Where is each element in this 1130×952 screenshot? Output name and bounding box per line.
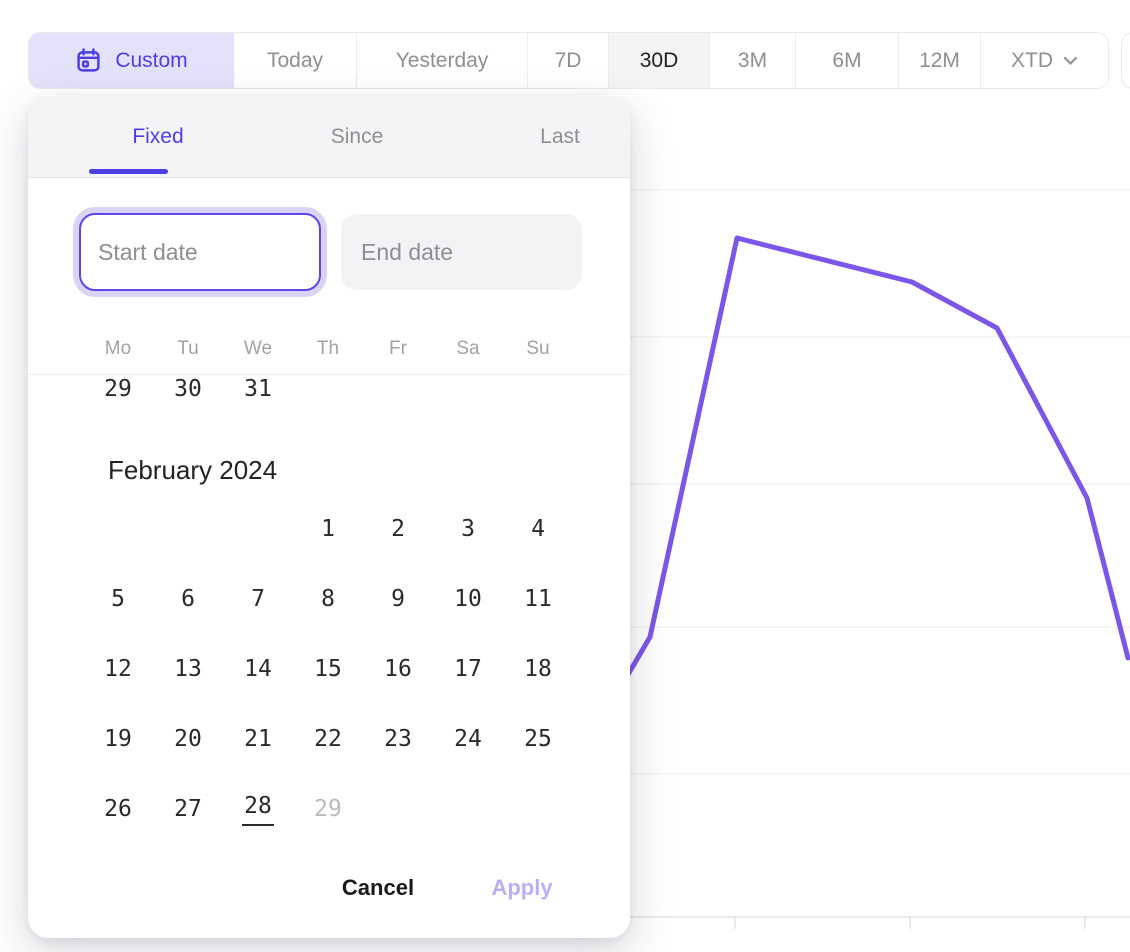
start-date-placeholder: Start date [98,238,198,265]
range-button-yesterday[interactable]: Yesterday [357,33,528,88]
calendar-day-8[interactable]: 8 [321,586,335,612]
calendar-day-7[interactable]: 7 [251,586,265,612]
range-button-label: Yesterday [395,48,489,72]
calendar-empty-cell [83,494,153,564]
picker-tabs-header: Fixed Since Last [28,97,630,178]
active-tab-underline [89,169,168,174]
calendar-day-prev-31[interactable]: 31 [244,376,272,402]
calendar-day-9[interactable]: 9 [391,586,405,612]
calendar-day-22[interactable]: 22 [314,726,342,752]
range-button-label: 30D [639,48,679,72]
calendar-day-26[interactable]: 26 [104,796,132,822]
range-button-7d[interactable]: 7D [528,33,609,88]
start-date-input[interactable]: Start date [79,213,321,291]
range-button-xtd[interactable]: XTD [981,33,1108,88]
tab-since[interactable]: Since [330,125,384,148]
calendar-day-4[interactable]: 4 [531,516,545,542]
calendar-empty-cell [153,494,223,564]
apply-button[interactable]: Apply [491,875,553,900]
calendar-day-6[interactable]: 6 [181,586,195,612]
calendar-day-29: 29 [314,796,342,822]
custom-range-button[interactable]: Custom [29,33,234,88]
calendar-day-10[interactable]: 10 [454,586,482,612]
previous-month-last-row: 29 30 31 [83,354,573,424]
range-button-label: 6M [832,48,862,72]
calendar-day-prev-29[interactable]: 29 [104,376,132,402]
calendar-day-16[interactable]: 16 [384,656,412,682]
calendar-empty-cell [223,494,293,564]
weekday-header-row: Mo Tu We Th Fr Sa Su [83,325,573,373]
range-button-12m[interactable]: 12M [899,33,981,88]
range-button-3m[interactable]: 3M [710,33,796,88]
end-date-placeholder: End date [361,238,454,265]
range-button-today[interactable]: Today [234,33,357,88]
calendar-day-prev-30[interactable]: 30 [174,376,202,402]
range-button-label: 7D [554,48,582,72]
weekday-label: Fr [389,338,407,359]
calendar-day-1[interactable]: 1 [321,516,335,542]
tab-last[interactable]: Last [540,125,580,148]
calendar-day-19[interactable]: 19 [104,726,132,752]
weekday-label: Sa [456,338,480,359]
start-date-focus-ring: Start date [73,207,327,297]
range-button-label: Today [266,48,324,72]
end-date-input[interactable]: End date [341,214,582,290]
calendar-day-20[interactable]: 20 [174,726,202,752]
month-title: February 2024 [108,455,278,485]
weekday-label: Th [316,338,340,359]
calendar-day-12[interactable]: 12 [104,656,132,682]
range-button-label: 12M [919,48,960,72]
calendar-day-2[interactable]: 2 [391,516,405,542]
selected-day-underline: 28 [242,793,274,826]
cancel-button[interactable]: Cancel [341,875,415,900]
range-button-label: XTD [1011,48,1053,72]
month-day-grid: 1 2 3 4 5 6 7 8 9 10 11 12 13 14 15 16 17 18 19 20 21 22 23 24 2… [83,494,573,844]
calendar-day-11[interactable]: 11 [524,586,552,612]
calendar-day-24[interactable]: 24 [454,726,482,752]
calendar-icon [75,47,102,74]
calendar-day-5[interactable]: 5 [111,586,125,612]
weekday-label: We [243,338,273,359]
calendar-day-23[interactable]: 23 [384,726,412,752]
calendar-day-15[interactable]: 15 [314,656,342,682]
calendar-day-25[interactable]: 25 [524,726,552,752]
range-button-6m[interactable]: 6M [796,33,899,88]
calendar-day-21[interactable]: 21 [244,726,272,752]
weekday-label: Su [526,338,550,359]
date-range-picker-popup: Fixed Since Last Start date End date Mo T… [28,97,630,938]
calendar-divider [28,374,630,375]
weekday-label: Mo [104,338,132,359]
calendar-day-27[interactable]: 27 [174,796,202,822]
calendar-day-17[interactable]: 17 [454,656,482,682]
chevron-down-icon [1063,56,1078,66]
calendar-day-18[interactable]: 18 [524,656,552,682]
date-range-toolbar: Custom Today Yesterday 7D 30D 3M 6M 12M XTD [28,32,1109,89]
calendar-day-3[interactable]: 3 [461,516,475,542]
range-button-30d[interactable]: 30D [609,33,710,88]
calendar-day-13[interactable]: 13 [174,656,202,682]
calendar-day-28[interactable]: 28 [223,774,293,844]
custom-range-label: Custom [115,48,188,72]
calendar-day-14[interactable]: 14 [244,656,272,682]
weekday-label: Tu [177,338,199,359]
tab-fixed[interactable]: Fixed [132,125,184,148]
range-button-label: 3M [737,48,768,72]
toolbar-overflow-group[interactable] [1121,32,1130,89]
